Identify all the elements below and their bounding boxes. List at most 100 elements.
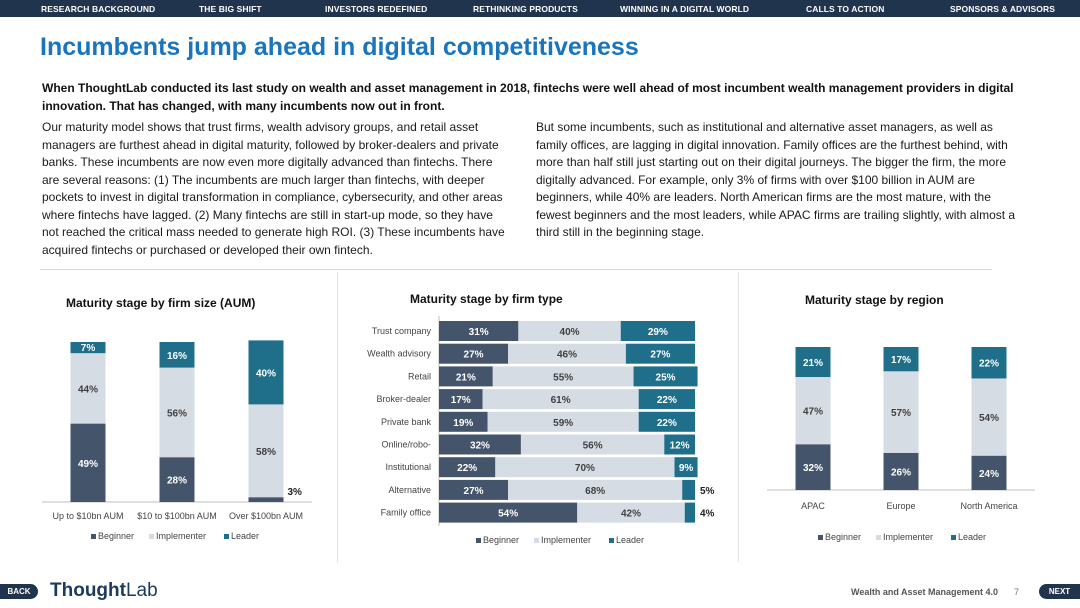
data-label-beginner-europe: 26%	[891, 467, 911, 478]
data-label-leader-broker-dealer: 22%	[657, 395, 677, 406]
bar-leader-trust-company	[620, 321, 695, 341]
bar-leader-retail	[633, 366, 698, 387]
bar-leader-alternative	[682, 479, 695, 500]
thoughtlab-logo[interactable]: ThoughtLab	[50, 580, 158, 602]
y-tick-label: Alternative	[388, 485, 431, 495]
bar-leader-north-america	[971, 347, 1007, 379]
bar-leader-broker-dealer	[638, 389, 695, 410]
bar-beginner-up-to-10bn-aum	[70, 423, 106, 502]
section-divider	[40, 269, 992, 270]
data-label-implementer-over-100bn-aum: 58%	[256, 447, 276, 458]
data-label-beginner-10-to-100bn-aum: 28%	[167, 476, 187, 487]
data-label-beginner-north-america: 24%	[979, 469, 999, 480]
y-tick-label: Retail	[408, 371, 431, 381]
chart-separator	[337, 272, 338, 562]
page-number: 7	[1014, 587, 1020, 597]
chart-title-firm-type: Maturity stage by firm type	[410, 292, 563, 306]
firm-type-chart: Trust company 31% 40% 29% Wealth advisory 27%…	[367, 316, 715, 545]
bar-leader-online-robo	[664, 434, 695, 455]
brand-bold: Thought	[50, 580, 126, 601]
data-label-leader-retail: 25%	[656, 372, 676, 383]
bar-leader-institutional	[674, 457, 698, 478]
bar-implementer-private-bank	[487, 411, 639, 432]
data-label-leader-family-office: 4%	[700, 509, 715, 520]
data-label-beginner-up-to-10bn-aum: 49%	[78, 459, 98, 470]
page-title: Incumbents jump ahead in digital competi…	[40, 33, 639, 61]
data-label-implementer-trust-company: 40%	[560, 327, 580, 338]
data-label-leader-north-america: 22%	[979, 359, 999, 370]
nav-item-investors-redefined[interactable]: INVESTORS REDEFINED	[325, 4, 428, 14]
data-label-leader-europe: 17%	[891, 355, 911, 366]
body-text-right: But some incumbents, such as institution…	[536, 120, 1016, 239]
bar-leader-up-to-10bn-aum	[70, 342, 106, 354]
data-label-implementer-institutional: 70%	[575, 463, 595, 474]
bar-implementer-alternative	[508, 479, 683, 500]
bar-beginner-apac	[795, 444, 831, 490]
bar-implementer-north-america	[971, 378, 1007, 456]
x-tick-label: North America	[960, 501, 1017, 511]
nav-item-winning-in-a-digital-world[interactable]: WINNING IN A DIGITAL WORLD	[620, 4, 750, 14]
bar-beginner-retail	[439, 366, 493, 387]
legend-label-leader: Leader	[616, 535, 644, 545]
bar-implementer-institutional	[495, 457, 675, 478]
bar-beginner-online-robo	[439, 434, 521, 455]
bar-beginner-wealth-advisory	[439, 343, 509, 364]
firm-size-chart: 49% 44% 7% Up to $10bn AUM 28% 56% 16% $10 to $…	[42, 340, 312, 541]
y-tick-label: Wealth advisory	[367, 349, 431, 359]
legend-label-beginner: Beginner	[483, 535, 519, 545]
data-label-beginner-wealth-advisory: 27%	[464, 350, 484, 361]
bar-implementer-apac	[795, 377, 831, 445]
legend-label-leader: Leader	[958, 532, 986, 542]
data-label-implementer-10-to-100bn-aum: 56%	[167, 408, 187, 419]
legend-label-implementer: Implementer	[541, 535, 591, 545]
top-navigation: RESEARCH BACKGROUND THE BIG SHIFT INVESTOR…	[0, 0, 1080, 17]
data-label-beginner-apac: 32%	[803, 463, 823, 474]
nav-item-the-big-shift[interactable]: THE BIG SHIFT	[199, 4, 262, 14]
x-tick-label: Up to $10bn AUM	[52, 511, 123, 521]
nav-item-rethinking-products[interactable]: RETHINKING PRODUCTS	[473, 4, 578, 14]
bar-implementer-broker-dealer	[482, 389, 639, 410]
data-label-leader-private-bank: 22%	[657, 418, 677, 429]
legend-swatch-implementer	[876, 535, 881, 540]
region-chart: 32% 47% 21% APAC 26% 57% 17% Europe 24% 54% 22% Nor…	[767, 347, 1035, 542]
bar-leader-wealth-advisory	[625, 343, 695, 364]
legend-label-implementer: Implementer	[156, 531, 206, 541]
data-label-beginner-alternative: 27%	[464, 486, 484, 497]
legend-swatch-implementer	[534, 538, 539, 543]
nav-item-research-background[interactable]: RESEARCH BACKGROUND	[41, 4, 156, 14]
next-button[interactable]: NEXT	[1039, 584, 1080, 599]
lead-paragraph: When ThoughtLab conducted its last study…	[42, 81, 1014, 113]
y-tick-label: Online/robo-	[381, 440, 431, 450]
bar-leader-europe	[883, 347, 919, 372]
y-tick-label: Broker-dealer	[376, 394, 431, 404]
legend-swatch-beginner	[818, 535, 823, 540]
data-label-implementer-private-bank: 59%	[553, 418, 573, 429]
bar-leader-over-100bn-aum	[248, 340, 284, 405]
report-name: Wealth and Asset Management 4.0	[851, 587, 999, 597]
nav-item-calls-to-action[interactable]: CALLS TO ACTION	[806, 4, 885, 14]
data-label-beginner-over-100bn-aum: 3%	[288, 487, 303, 498]
data-label-beginner-institutional: 22%	[457, 463, 477, 474]
data-label-implementer-europe: 57%	[891, 408, 911, 419]
bar-beginner-trust-company	[439, 321, 519, 341]
data-label-leader-alternative: 5%	[700, 486, 715, 497]
data-label-leader-trust-company: 29%	[648, 327, 668, 338]
x-tick-label: $10 to $100bn AUM	[137, 511, 217, 521]
legend-label-beginner: Beginner	[98, 531, 134, 541]
data-label-leader-over-100bn-aum: 40%	[256, 368, 276, 379]
data-label-implementer-wealth-advisory: 46%	[557, 350, 577, 361]
bar-implementer-over-100bn-aum	[248, 404, 284, 498]
bar-beginner-broker-dealer	[439, 389, 483, 410]
chart-separator	[738, 272, 739, 562]
data-label-implementer-apac: 47%	[803, 407, 823, 418]
nav-item-sponsors-advisors[interactable]: SPONSORS & ADVISORS	[950, 4, 1056, 14]
back-button[interactable]: BACK	[0, 584, 38, 599]
bar-leader-apac	[795, 347, 831, 378]
body-text-left: Our maturity model shows that trust firm…	[42, 120, 505, 257]
y-tick-label: Trust company	[372, 326, 432, 336]
bar-leader-private-bank	[638, 411, 695, 432]
bar-leader-family-office	[684, 502, 695, 523]
bar-beginner-institutional	[439, 457, 496, 478]
x-tick-label: Over $100bn AUM	[229, 511, 303, 521]
bar-implementer-up-to-10bn-aum	[70, 353, 106, 424]
